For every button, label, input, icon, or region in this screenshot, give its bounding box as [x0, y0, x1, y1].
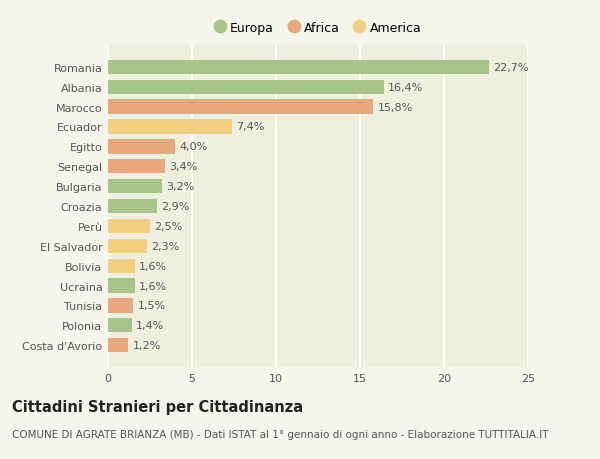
Text: 22,7%: 22,7% [494, 63, 529, 73]
Bar [108, 299, 133, 313]
Legend: Europa, Africa, America: Europa, Africa, America [210, 17, 426, 40]
Bar [108, 279, 135, 293]
Text: 4,0%: 4,0% [179, 142, 208, 152]
Text: 1,5%: 1,5% [137, 301, 166, 311]
Bar [108, 61, 490, 75]
Text: 1,6%: 1,6% [139, 261, 167, 271]
Text: 1,4%: 1,4% [136, 321, 164, 330]
Text: 16,4%: 16,4% [388, 83, 423, 92]
Text: 15,8%: 15,8% [377, 102, 413, 112]
Bar [108, 140, 175, 154]
Text: 7,4%: 7,4% [236, 122, 265, 132]
Text: 1,6%: 1,6% [139, 281, 167, 291]
Text: 1,2%: 1,2% [133, 341, 161, 350]
Text: 2,3%: 2,3% [151, 241, 179, 251]
Bar [108, 179, 162, 194]
Bar [108, 239, 146, 253]
Bar [108, 219, 150, 234]
Bar [108, 80, 383, 95]
Text: COMUNE DI AGRATE BRIANZA (MB) - Dati ISTAT al 1° gennaio di ogni anno - Elaboraz: COMUNE DI AGRATE BRIANZA (MB) - Dati IST… [12, 429, 548, 439]
Bar [108, 120, 232, 134]
Bar [108, 338, 128, 353]
Text: 3,4%: 3,4% [169, 162, 197, 172]
Text: 2,9%: 2,9% [161, 202, 189, 212]
Text: Cittadini Stranieri per Cittadinanza: Cittadini Stranieri per Cittadinanza [12, 399, 303, 414]
Bar [108, 259, 135, 273]
Bar [108, 319, 131, 333]
Bar [108, 199, 157, 214]
Bar [108, 160, 165, 174]
Text: 2,5%: 2,5% [154, 221, 182, 231]
Text: 3,2%: 3,2% [166, 182, 194, 192]
Bar [108, 100, 373, 114]
